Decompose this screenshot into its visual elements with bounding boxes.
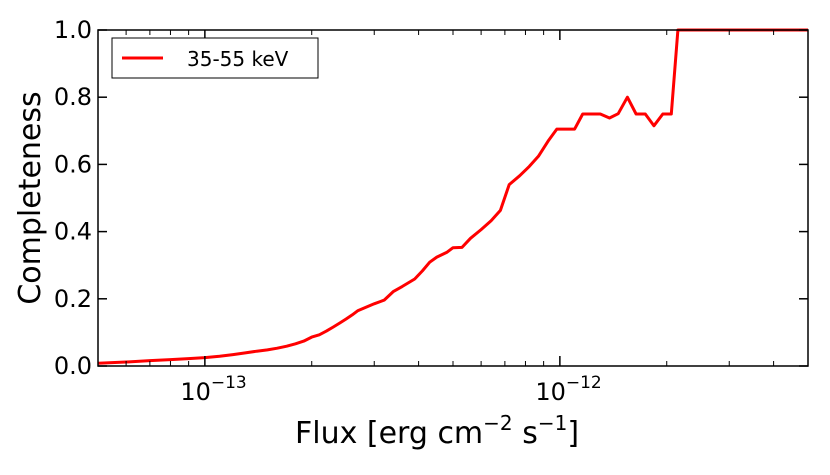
plot-frame: [97, 29, 809, 367]
y-tick-label: 0.8: [54, 83, 92, 111]
y-tick-label: 0.0: [54, 352, 92, 380]
y-axis-label: Completeness: [13, 91, 48, 304]
tick-layer: 0.00.20.40.60.81.010 −13 10 −12: [54, 16, 808, 406]
y-tick-label: 0.4: [54, 218, 92, 246]
plot-layer: [98, 28, 808, 365]
x-axis-label-sup2: −1: [538, 411, 567, 435]
x-axis-label-base: Flux [erg cm: [295, 416, 483, 451]
x-axis-label-mid: s: [513, 416, 538, 451]
x-axis-label: Flux [erg cm−2 s−1]: [295, 411, 579, 451]
legend-label-35-55-kev: 35-55 keV: [187, 47, 289, 71]
x-tick-label: 10: [535, 378, 566, 406]
y-tick-label: 1.0: [54, 16, 92, 44]
series-line-0: [98, 28, 808, 365]
y-tick-label: 0.2: [54, 285, 92, 313]
x-axis-label-sup1: −2: [483, 411, 512, 435]
x-tick-label: 10: [180, 378, 211, 406]
x-tick-label-exponent: −12: [566, 373, 602, 393]
y-tick-label: 0.6: [54, 150, 92, 178]
x-axis-label-end: ]: [567, 416, 579, 451]
x-tick-label-exponent: −13: [211, 373, 247, 393]
legend: 35-55 keV: [111, 37, 319, 79]
